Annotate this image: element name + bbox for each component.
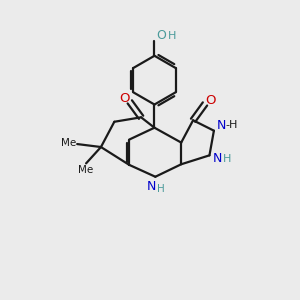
Text: N: N — [213, 152, 223, 165]
Text: O: O — [156, 29, 166, 42]
Text: N: N — [147, 180, 157, 193]
Text: H: H — [168, 31, 176, 40]
Text: Me: Me — [79, 165, 94, 175]
Text: Me: Me — [61, 138, 76, 148]
Text: O: O — [119, 92, 130, 105]
Text: O: O — [205, 94, 216, 107]
Text: -H: -H — [226, 120, 238, 130]
Text: H: H — [157, 184, 165, 194]
Text: H: H — [223, 154, 232, 164]
Text: N: N — [217, 119, 226, 132]
